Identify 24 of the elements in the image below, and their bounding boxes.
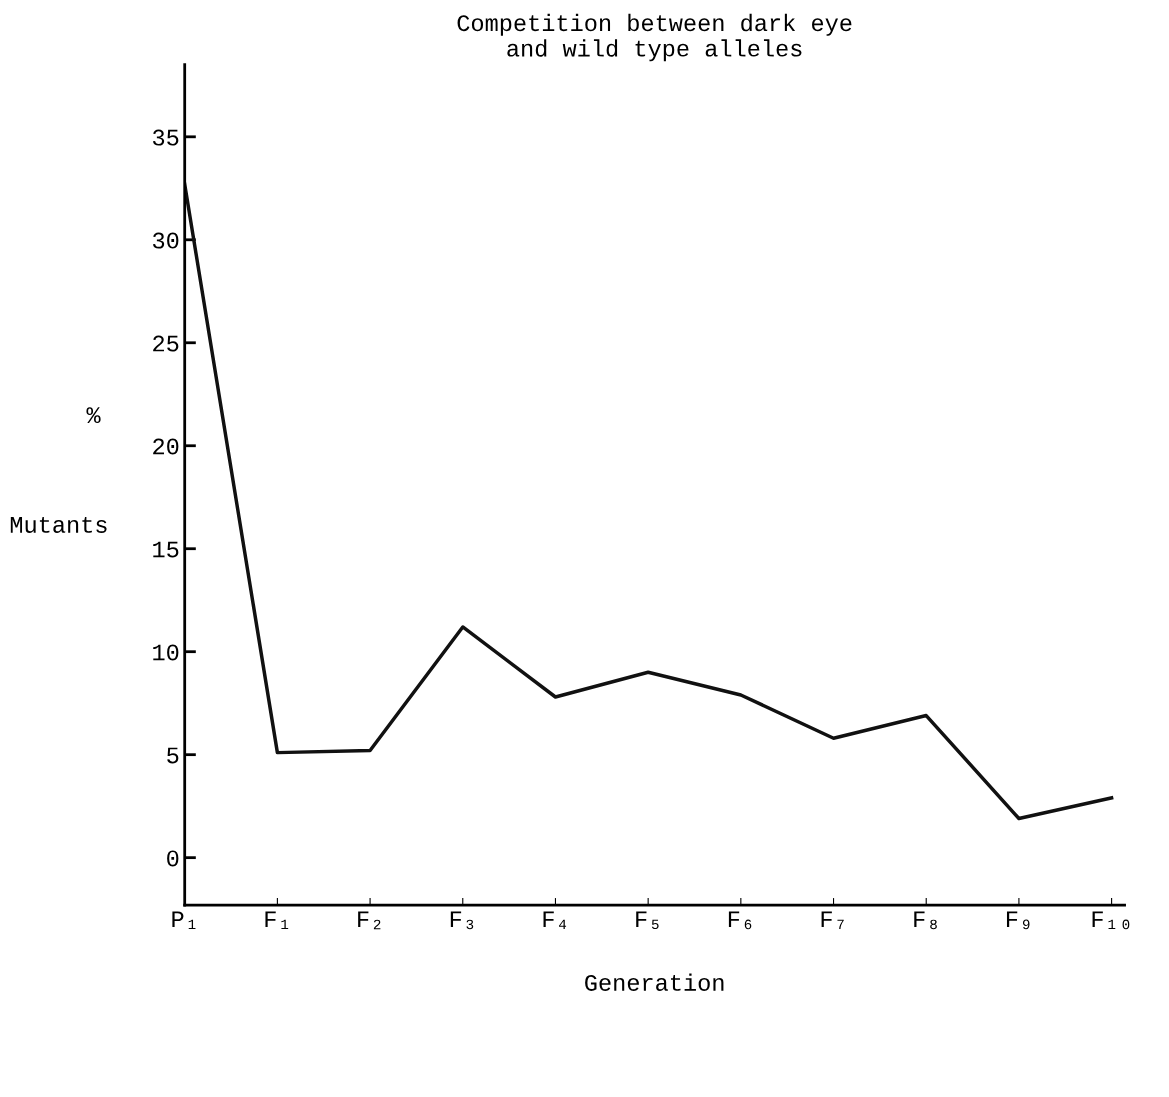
- text: %: [86, 407, 101, 424]
- chart-title: Competition between dark eye and wild type alleles: [457, 13, 852, 62]
- y-tick-label: 25: [153, 335, 179, 352]
- x-tick-label: F₈: [914, 911, 937, 930]
- x-tick-label: P₁: [172, 911, 196, 929]
- x-axis-title: Generation: [585, 973, 724, 991]
- x-tick-label: F₆: [728, 911, 752, 930]
- y-tick-label: 0: [167, 850, 179, 867]
- line-series: [184, 182, 1114, 821]
- y-tick-label: 10: [153, 644, 179, 661]
- y-axis-title: Mutants: [10, 516, 107, 533]
- x-tick-label: F₁₀: [1092, 911, 1130, 930]
- y-tick-label: 35: [152, 129, 179, 146]
- y-tick-label: 20: [153, 438, 179, 455]
- x-tick-label: F₉: [1006, 911, 1030, 930]
- x-tick-label: F₁: [265, 911, 289, 929]
- x-tick-label: F₄: [543, 911, 567, 929]
- y-tick-label: 5: [167, 747, 179, 764]
- x-tick-label: F₃: [450, 911, 474, 930]
- y-tick-label: 15: [153, 541, 179, 558]
- x-tick-label: F₇: [821, 911, 844, 929]
- x-tick-label: F₂: [358, 911, 381, 930]
- y-tick-label: 30: [152, 232, 179, 249]
- x-tick-label: F₅: [636, 911, 659, 930]
